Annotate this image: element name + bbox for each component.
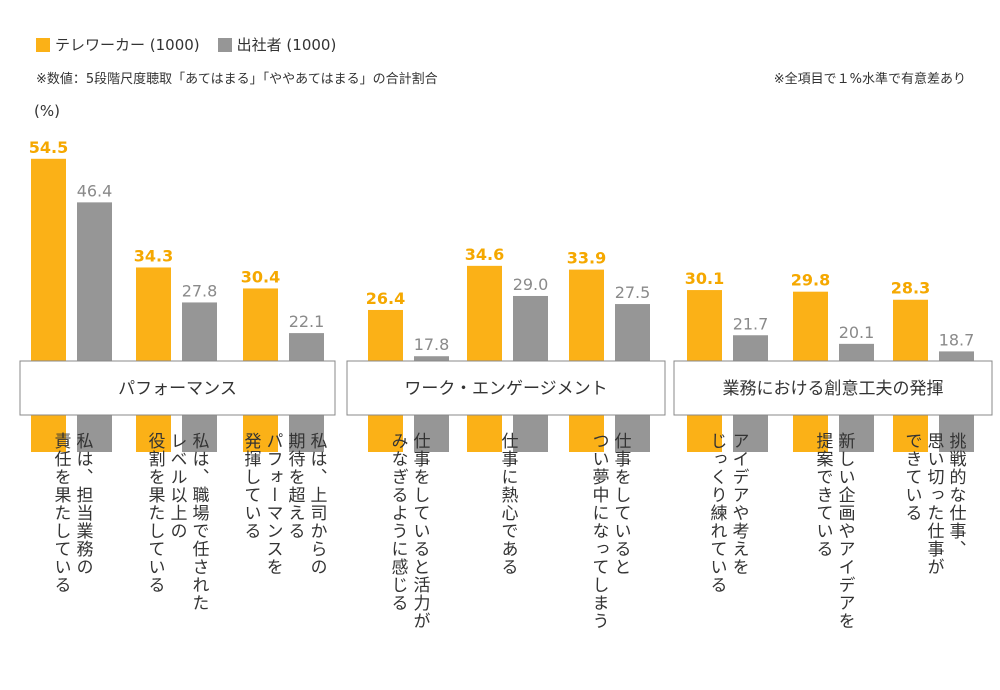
note-method: ※数値：5段階尺度聴取「あてはまる」「ややあてはまる」の合計割合 [36,72,438,87]
value-label-telework-5: 34.6 [465,245,504,264]
group-box-3 [673,360,993,416]
value-label-office-9: 18.7 [939,330,975,349]
category-label-3: 私は、上司からの 期待を超える パフォーマンスを 発揮している [240,432,327,576]
value-label-telework-7: 30.1 [685,269,724,288]
value-label-telework-3: 30.4 [241,267,280,286]
category-label-6: 仕事をしていると つい夢中になってしまう [588,432,631,630]
group-box-2 [346,360,666,416]
value-label-telework-4: 26.4 [366,289,405,308]
legend-label-office: 出社者 (1000) [236,36,337,54]
value-label-telework-1: 54.5 [29,138,68,157]
category-label-1: 私は、担当業務の 責任を果たしている [50,432,93,594]
note-significance: ※全項目で１%水準で有意差あり [773,72,966,87]
value-label-office-1: 46.4 [77,181,113,200]
category-label-9: 挑戦的な仕事、 思い切った仕事が できている [901,432,966,576]
legend: テレワーカー (1000) 出社者 (1000) [36,34,354,55]
value-label-telework-2: 34.3 [134,246,173,265]
value-label-telework-9: 28.3 [891,279,930,298]
value-label-office-3: 22.1 [289,312,325,331]
group-box-1 [19,360,336,416]
legend-swatch-office [217,37,232,52]
group-label-2: ワーク・エンゲージメント [404,379,607,399]
y-unit-label: (%) [34,102,60,120]
value-label-telework-6: 33.9 [567,249,606,268]
legend-label-telework: テレワーカー (1000) [55,36,200,54]
legend-swatch-telework [36,37,50,52]
value-label-office-2: 27.8 [182,281,218,300]
value-label-telework-8: 29.8 [791,271,830,290]
group-label-1: パフォーマンス [118,379,237,399]
value-label-office-5: 29.0 [513,275,549,294]
category-label-5: 仕事に熱心である [497,432,518,576]
group-label-3: 業務における創意工夫の発揮 [723,379,944,399]
category-label-7: アイデアや考えを じっくり練れている [706,432,749,594]
bar-telework-5 [467,265,502,452]
category-label-8: 新しい企画やアイデアを 提案できている [812,432,855,630]
value-label-office-7: 21.7 [733,314,769,333]
category-label-4: 仕事をしていると活力が みなぎるように感じる [387,432,430,630]
value-label-office-4: 17.8 [414,335,450,354]
value-label-office-6: 27.5 [615,283,651,302]
category-label-2: 私は、職場で任された レベル以上の 役割を果たしている [144,432,209,612]
value-label-office-8: 20.1 [839,323,875,342]
bar-telework-2 [136,267,171,452]
